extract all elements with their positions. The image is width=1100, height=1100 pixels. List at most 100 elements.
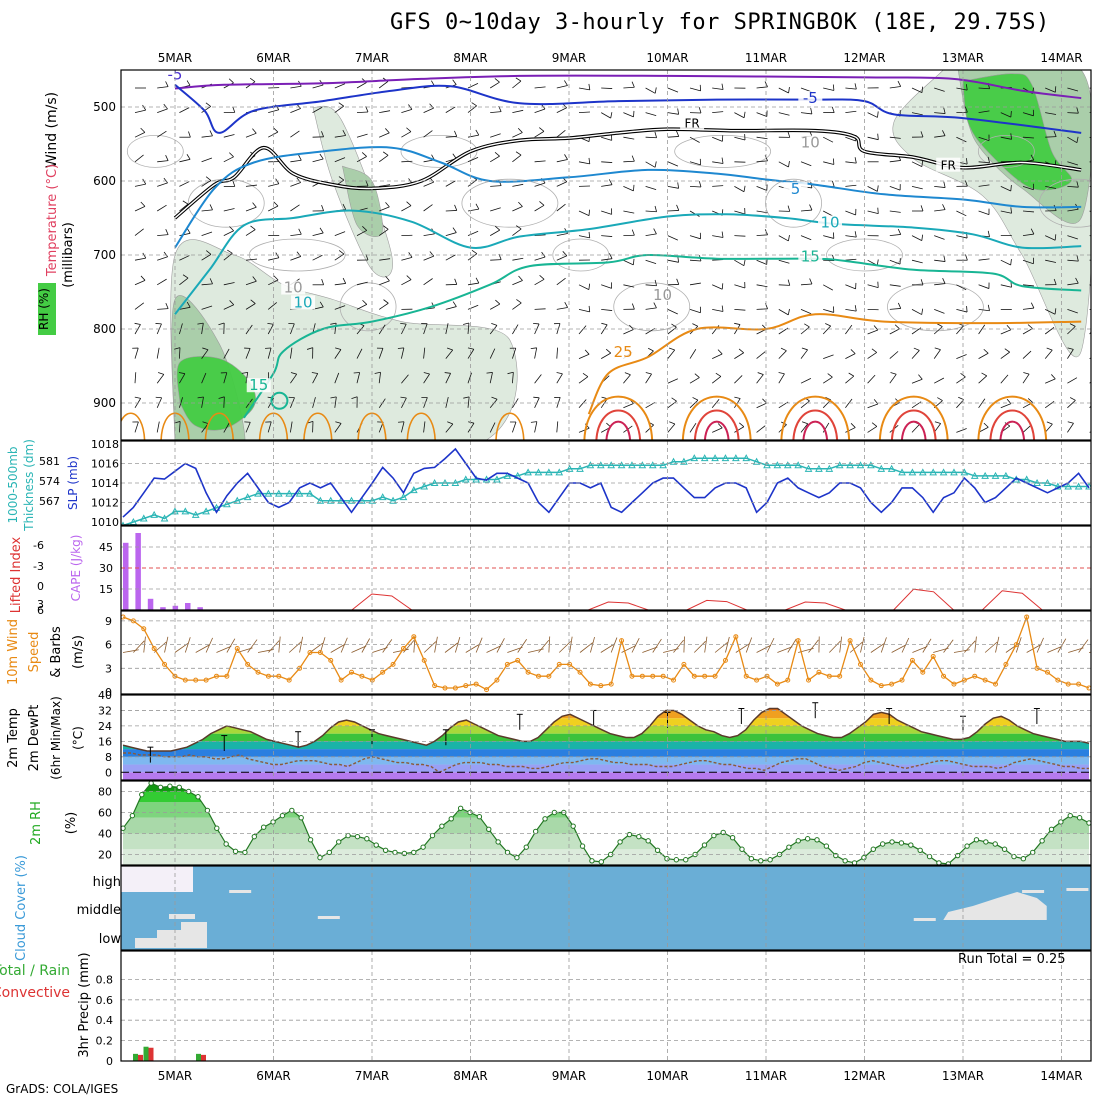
barb-shaft [401,256,413,261]
wind-barb [401,127,412,138]
barb-shaft [157,182,168,187]
barb-shaft [445,423,454,433]
slp-tick: 1010 [91,516,119,529]
barb-flag [157,372,164,375]
surface-barb [880,637,887,653]
barb-shaft [889,328,900,335]
wind-barb [156,347,160,359]
barb-shaft [268,131,279,138]
barb-flag [338,102,344,107]
wind10m-label: (m/s) [71,635,86,669]
surface-barb [486,645,502,653]
temp-tick: 32 [98,704,112,717]
barb-flag [186,154,191,160]
wind-barb [241,371,249,384]
barb-shaft [800,378,812,384]
temp-label: 2m DewPt [27,705,42,772]
wind-barb [867,133,879,141]
barb-shaft [1044,327,1055,335]
barb-shaft [934,309,945,314]
barb-flag [831,180,835,187]
wind-speed-marker [941,673,947,679]
barb-flag [1090,397,1091,398]
x-tick-label-bottom: 12MAR [843,1069,885,1083]
cloud-sliver [229,890,252,893]
thickness-label: 1000-500mb [6,446,20,523]
wind-barb [489,348,496,359]
barb-shaft [823,284,834,291]
wind-barb [956,284,967,291]
barb-shaft [756,186,767,191]
wind-barb [223,282,235,286]
wind-barb [353,372,361,384]
barb-flag [533,323,540,325]
thickness-marker [783,461,792,469]
wind-barb [445,130,458,138]
barb-shaft [934,209,946,212]
barb-shaft [134,279,146,286]
barb-shaft [489,422,496,433]
barb-shaft [179,158,191,163]
barb-shaft [734,235,746,237]
rh-contour [613,282,691,332]
wind-speed-marker [193,677,199,683]
barb-shaft [601,161,613,163]
barb-shaft [1067,377,1078,384]
wind-barb [467,277,480,286]
rh-marker [758,858,764,864]
wind-barb [376,347,384,359]
barb-shaft [578,309,590,313]
wind-speed-marker [338,677,344,683]
rh-marker [804,836,811,842]
thickness-marker [763,461,771,469]
wind-barb [218,396,225,408]
wind-barb [179,301,191,310]
barb-shaft [512,206,523,212]
wind-speed-marker [400,646,406,652]
barb-shaft [978,324,986,335]
barb-shaft [845,161,857,164]
barb-shaft [334,349,342,359]
barb-flag [942,278,946,284]
barb-shaft [778,112,790,116]
barb-shaft [223,422,230,433]
wind-barb [486,372,493,384]
barb-shaft [978,398,986,409]
thickness-marker [576,464,584,472]
barb-shaft [179,232,191,236]
barb-shaft [556,107,567,113]
rh-region-green [176,356,256,431]
wind-barb [379,202,390,212]
barb-flag [163,251,168,258]
barb-flag [321,131,324,137]
thickness-marker [295,489,304,497]
rh-marker [326,849,333,856]
wind-barb [334,157,346,163]
wind-barb [1022,109,1034,117]
barb-shaft [512,109,524,113]
wind-barb [667,182,680,189]
barb-shaft [667,161,679,167]
barb-shaft [823,136,834,143]
barb-flag [142,252,147,259]
barb-shaft [534,86,546,89]
barb-flag [398,421,405,423]
wind-barb [756,184,768,191]
rh-marker [411,849,417,856]
barb-shaft [378,348,384,359]
contour-label: -5 [168,65,183,83]
wind-barb [157,302,169,310]
wind-barb [379,258,391,261]
barb-flag [249,77,256,83]
barb-flag [897,228,902,235]
barb-flag [518,275,523,281]
barb-shaft [1022,233,1034,236]
barb-flag [406,275,412,280]
wind-barb [1044,347,1053,359]
upper-temp-label: Temperature (°C) [45,164,60,277]
contour-label-bg [650,287,675,302]
surface-barb [839,636,843,653]
barb-flag [205,176,212,181]
rh-marker [514,854,520,861]
barb-shaft [1067,87,1079,92]
